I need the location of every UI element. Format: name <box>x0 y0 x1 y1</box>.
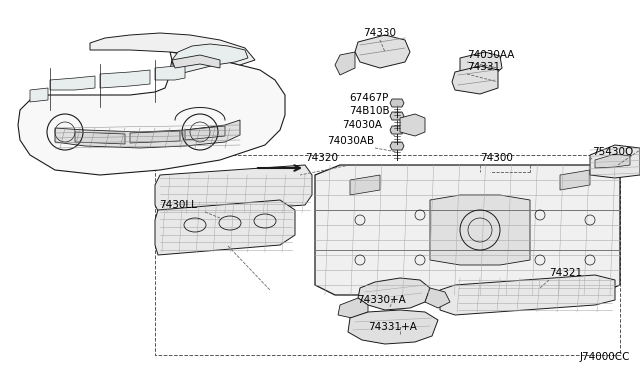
Polygon shape <box>390 99 404 107</box>
Polygon shape <box>440 275 615 315</box>
Polygon shape <box>155 200 295 255</box>
Polygon shape <box>50 76 95 90</box>
Polygon shape <box>185 126 225 140</box>
Polygon shape <box>425 288 450 308</box>
Polygon shape <box>155 65 185 80</box>
Polygon shape <box>18 52 285 175</box>
Polygon shape <box>358 278 430 310</box>
Text: 74300: 74300 <box>480 153 513 163</box>
Polygon shape <box>595 154 630 168</box>
Polygon shape <box>400 114 425 136</box>
Text: 74030AA: 74030AA <box>467 50 515 60</box>
Polygon shape <box>560 170 590 190</box>
Polygon shape <box>75 132 125 144</box>
Polygon shape <box>590 145 640 178</box>
Text: 74331: 74331 <box>467 62 500 72</box>
Text: 74030A: 74030A <box>342 120 382 130</box>
Text: 74030AB: 74030AB <box>327 136 374 146</box>
Polygon shape <box>100 70 150 88</box>
Text: J74000CC: J74000CC <box>579 352 630 362</box>
Text: 74330: 74330 <box>364 28 397 38</box>
Polygon shape <box>335 52 355 75</box>
Polygon shape <box>460 52 502 78</box>
Polygon shape <box>390 112 404 120</box>
Polygon shape <box>30 88 48 102</box>
Polygon shape <box>348 310 438 344</box>
Polygon shape <box>130 131 180 143</box>
Polygon shape <box>90 33 255 65</box>
Text: 7430LL: 7430LL <box>159 200 197 210</box>
Polygon shape <box>390 126 404 134</box>
Polygon shape <box>355 35 410 68</box>
Polygon shape <box>350 175 380 195</box>
Polygon shape <box>452 66 498 94</box>
Polygon shape <box>430 195 530 265</box>
Polygon shape <box>390 142 404 150</box>
Text: 74330+A: 74330+A <box>356 295 405 305</box>
Text: 74320: 74320 <box>305 153 338 163</box>
Polygon shape <box>155 165 312 215</box>
Polygon shape <box>338 298 368 318</box>
Polygon shape <box>315 165 620 295</box>
Text: 74B10B: 74B10B <box>349 106 390 116</box>
Text: 75430Q: 75430Q <box>592 147 633 157</box>
Polygon shape <box>172 44 248 75</box>
Text: 74331+A: 74331+A <box>369 322 417 332</box>
Text: 67467P: 67467P <box>349 93 388 103</box>
Text: 74321: 74321 <box>549 268 582 278</box>
Polygon shape <box>55 120 240 148</box>
Polygon shape <box>172 55 220 68</box>
